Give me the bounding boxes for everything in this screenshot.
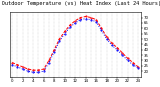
Text: Milw. Outdoor Temperature (vs) Heat Index (Last 24 Hours): Milw. Outdoor Temperature (vs) Heat Inde…	[0, 1, 160, 6]
